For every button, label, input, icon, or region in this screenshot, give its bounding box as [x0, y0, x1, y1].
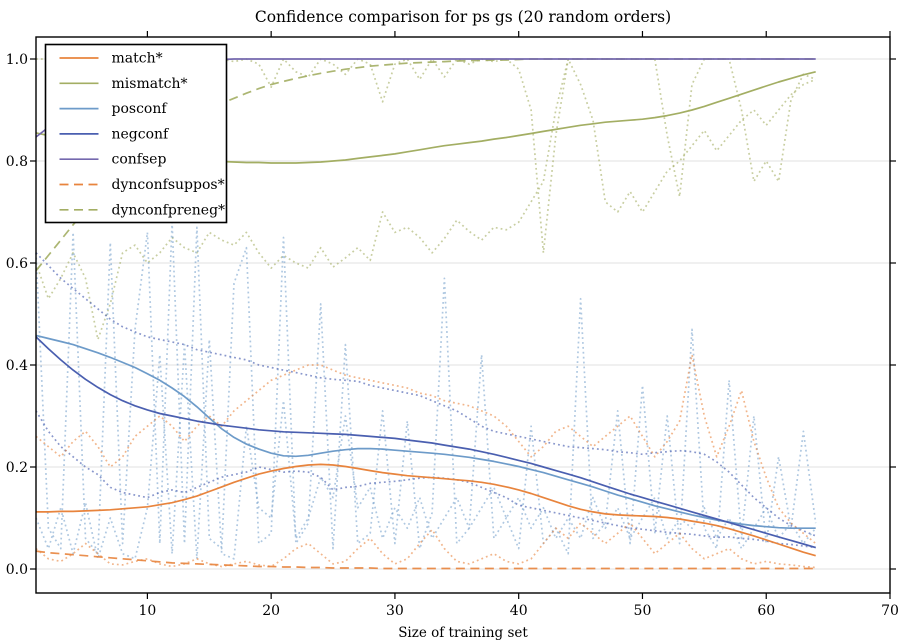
y-tick-label: 0.2	[6, 460, 28, 476]
series-mismatch-run-lower-line	[35, 58, 817, 341]
x-tick-label: 60	[757, 603, 775, 619]
series-negconf-run-lower-line	[35, 410, 816, 549]
legend-label-confsep: confsep	[112, 152, 167, 168]
series-posconf-run-upper-line	[35, 221, 817, 555]
y-tick-label: 0.4	[6, 358, 28, 374]
series-match-run-upper-line	[35, 353, 817, 545]
y-tick-label: 0.8	[6, 154, 28, 170]
x-tick-label: 40	[510, 603, 528, 619]
x-tick-label: 30	[386, 603, 404, 619]
y-tick-label: 0.0	[6, 562, 28, 578]
y-tick-label: 1.0	[6, 52, 28, 68]
series-posconf-run-lower-line	[35, 338, 817, 560]
series-dynconfsuppos-line	[35, 550, 816, 570]
y-tick-label: 0.6	[6, 256, 28, 272]
legend-label-mismatch: mismatch*	[112, 76, 188, 92]
x-tick-label: 50	[634, 603, 652, 619]
x-tick-label: 70	[881, 603, 899, 619]
chart-title: Confidence comparison for ps gs (20 rand…	[255, 8, 671, 26]
x-axis-label: Size of training set	[398, 625, 528, 641]
series-match-run-lower-line	[35, 522, 816, 569]
legend-label-dynconfsuppos: dynconfsuppos*	[112, 177, 225, 193]
x-tick-label: 20	[262, 603, 280, 619]
x-tick-label: 10	[138, 603, 156, 619]
axes-spines	[35, 36, 891, 594]
legend-label-match: match*	[112, 51, 163, 67]
legend-label-negconf: negconf	[112, 126, 171, 142]
series-match-line	[36, 463, 816, 557]
series-posconf-line	[35, 334, 816, 530]
series-negconf-run-upper-line	[35, 252, 817, 537]
series-negconf-line	[35, 336, 816, 549]
legend-label-posconf: posconf	[112, 101, 169, 117]
legend-label-dynconfpreneg: dynconfpreneg*	[112, 202, 226, 218]
